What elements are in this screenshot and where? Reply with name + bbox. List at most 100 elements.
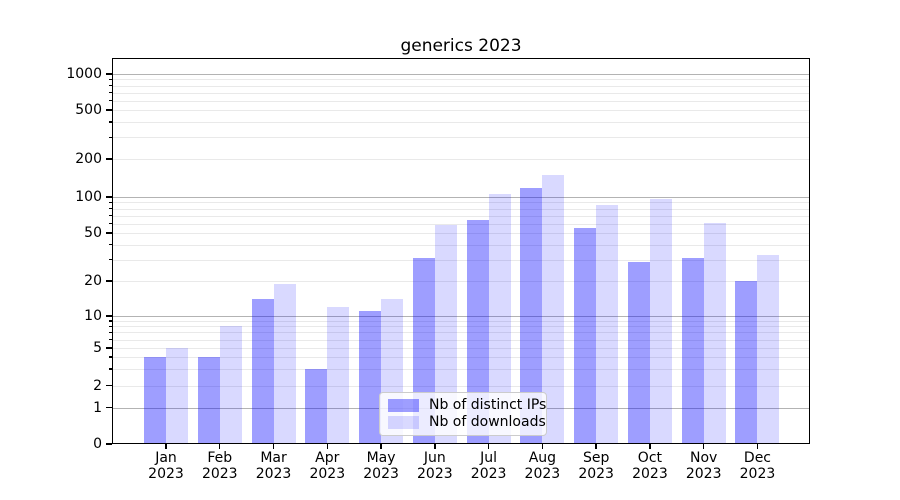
x-tick-mark xyxy=(326,444,328,449)
minor-gridline xyxy=(112,357,810,359)
y-minor-tick-mark xyxy=(108,338,112,341)
x-tick-label: Jan 2023 xyxy=(148,450,184,482)
minor-gridline xyxy=(112,208,810,210)
bar-downloads-sep xyxy=(596,205,619,444)
legend-label-distinct-ips: Nb of distinct IPs xyxy=(429,397,547,413)
y-minor-tick-mark xyxy=(108,121,112,123)
minor-gridline xyxy=(112,223,810,225)
y-tick-mark xyxy=(106,385,112,387)
y-minor-tick-mark xyxy=(108,331,112,334)
bar-distinct-ips-dec xyxy=(735,281,758,444)
minor-gridline xyxy=(112,332,810,334)
y-minor-tick-mark xyxy=(108,207,112,210)
x-tick-mark xyxy=(703,444,705,449)
bar-downloads-apr xyxy=(327,306,350,444)
minor-gridline xyxy=(112,85,810,87)
minor-gridline xyxy=(112,244,810,246)
minor-gridline xyxy=(112,92,810,94)
bar-distinct-ips-apr xyxy=(305,369,328,444)
x-tick-label: Aug 2023 xyxy=(524,450,561,482)
x-tick-label: Feb 2023 xyxy=(201,450,238,482)
y-minor-tick-mark xyxy=(108,325,112,327)
y-tick-mark xyxy=(106,443,112,445)
y-minor-tick-mark xyxy=(108,259,112,261)
minor-gridline xyxy=(112,339,810,341)
y-tick-mark xyxy=(106,232,112,234)
x-tick-mark xyxy=(380,444,382,449)
minor-gridline xyxy=(112,320,810,322)
major-gridline xyxy=(112,316,810,317)
bar-distinct-ips-sep xyxy=(574,228,597,444)
x-tick-mark xyxy=(487,444,490,449)
bar-distinct-ips-nov xyxy=(681,258,704,444)
x-tick-mark xyxy=(434,444,436,449)
x-tick-label: Sep 2023 xyxy=(578,450,614,482)
y-tick-label: 200 xyxy=(75,151,102,167)
minor-gridline xyxy=(112,326,810,328)
bar-distinct-ips-jul xyxy=(466,220,489,444)
bar-downloads-mar xyxy=(273,283,296,444)
y-minor-tick-mark xyxy=(108,91,112,94)
x-tick-label: Nov 2023 xyxy=(685,450,722,482)
y-minor-tick-mark xyxy=(108,78,112,81)
y-tick-mark xyxy=(106,280,112,282)
x-tick-label: Apr 2023 xyxy=(309,450,346,482)
y-minor-tick-mark xyxy=(108,201,112,204)
y-minor-tick-mark xyxy=(108,320,112,322)
y-minor-tick-mark xyxy=(108,243,112,246)
bar-downloads-jun xyxy=(434,225,457,444)
x-tick-label: Mar 2023 xyxy=(255,450,292,482)
x-tick-mark xyxy=(649,444,651,449)
x-tick-mark xyxy=(165,444,167,449)
y-tick-label: 1000 xyxy=(66,66,102,82)
y-tick-mark xyxy=(106,109,112,111)
x-tick-label: Jun 2023 xyxy=(417,450,453,482)
legend: Nb of distinct IPs Nb of downloads xyxy=(379,392,547,436)
bar-distinct-ips-oct xyxy=(627,261,650,444)
y-tick-mark xyxy=(106,347,112,349)
minor-gridline xyxy=(112,281,810,282)
y-tick-label: 500 xyxy=(75,102,102,118)
legend-swatch-downloads xyxy=(388,416,419,429)
bar-distinct-ips-feb xyxy=(197,357,220,444)
y-minor-tick-mark xyxy=(108,214,112,217)
bar-distinct-ips-aug xyxy=(520,188,543,444)
y-minor-tick-mark xyxy=(108,136,112,138)
x-tick-mark xyxy=(595,444,597,449)
minor-gridline xyxy=(112,369,810,371)
bar-downloads-jul xyxy=(488,193,511,444)
bar-distinct-ips-may xyxy=(359,311,382,444)
x-tick-label: Oct 2023 xyxy=(632,450,668,482)
x-tick-label: Dec 2023 xyxy=(739,450,776,482)
x-tick-mark xyxy=(541,444,544,449)
minor-gridline xyxy=(112,100,810,102)
y-tick-label: 50 xyxy=(84,225,102,241)
bar-distinct-ips-jan xyxy=(144,357,166,444)
y-tick-mark xyxy=(106,315,112,317)
y-minor-tick-mark xyxy=(108,222,112,225)
minor-gridline xyxy=(112,79,810,81)
y-tick-mark xyxy=(106,73,112,75)
minor-gridline xyxy=(112,159,810,160)
y-tick-label: 100 xyxy=(75,189,102,205)
minor-gridline xyxy=(112,137,810,139)
major-gridline xyxy=(112,74,810,75)
legend-entry-downloads: Nb of downloads xyxy=(388,415,546,430)
major-gridline xyxy=(112,197,810,198)
y-tick-mark xyxy=(106,407,112,409)
bar-downloads-aug xyxy=(542,174,565,444)
minor-gridline xyxy=(112,348,810,349)
y-minor-tick-mark xyxy=(108,368,112,370)
bar-downloads-oct xyxy=(649,199,672,444)
y-minor-tick-mark xyxy=(108,84,112,87)
x-tick-mark xyxy=(756,444,759,449)
y-tick-label: 2 xyxy=(93,377,102,394)
legend-swatch-distinct-ips xyxy=(388,399,419,412)
minor-gridline xyxy=(112,385,810,387)
bar-downloads-dec xyxy=(757,254,780,444)
y-tick-label: 5 xyxy=(93,340,102,356)
plot-area xyxy=(112,58,810,444)
x-tick-label: Jul 2023 xyxy=(470,450,507,482)
y-tick-mark xyxy=(106,158,112,160)
